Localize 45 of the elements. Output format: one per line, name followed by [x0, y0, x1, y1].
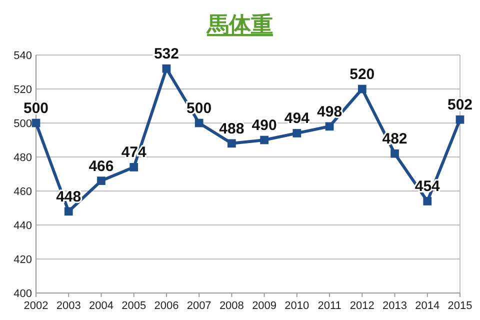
point [358, 84, 366, 94]
point [97, 176, 106, 185]
point [130, 163, 138, 172]
y-tick-label: 540 [14, 50, 32, 62]
x-tick-label: 2013 [382, 300, 408, 312]
x-tick-label: 2009 [252, 300, 277, 312]
point [423, 197, 432, 206]
x-tick-label: 2011 [318, 300, 342, 312]
x-tick-label: 2007 [186, 300, 212, 312]
x-tick-label: 2004 [88, 300, 114, 312]
y-tick-label: 480 [14, 152, 32, 164]
y-tick-label: 500 [14, 118, 32, 130]
data-label: 532 [154, 46, 179, 63]
y-tick-label: 420 [14, 254, 32, 266]
point [32, 118, 40, 128]
point [390, 149, 399, 158]
x-tick-label: 2015 [448, 300, 472, 312]
point [64, 207, 73, 216]
point [260, 136, 268, 144]
chart-title: 馬体重 [206, 13, 273, 38]
x-tick-label: 2014 [415, 300, 440, 312]
point [194, 118, 204, 128]
y-tick-label: 440 [14, 220, 32, 232]
point [292, 129, 302, 138]
y-tick-label: 400 [14, 288, 32, 300]
data-label: 520 [350, 66, 375, 83]
point [162, 64, 171, 73]
point [228, 139, 236, 148]
data-label: 466 [88, 158, 114, 175]
x-tick-label: 2002 [24, 300, 48, 312]
point [325, 122, 334, 131]
data-label: 490 [252, 117, 277, 134]
x-tick-label: 2010 [284, 300, 310, 312]
x-tick-label: 2012 [350, 300, 374, 312]
data-label: 498 [317, 103, 342, 120]
y-tick-label: 520 [14, 84, 32, 96]
data-label: 488 [219, 120, 244, 138]
y-tick-label: 460 [14, 186, 32, 198]
data-label: 502 [447, 96, 473, 114]
x-tick-label: 2006 [154, 300, 179, 312]
point [456, 115, 464, 124]
x-tick-label: 2003 [56, 300, 81, 312]
x-tick-label: 2005 [122, 300, 146, 312]
data-label: 494 [284, 110, 310, 128]
x-tick-label: 2008 [219, 300, 244, 312]
